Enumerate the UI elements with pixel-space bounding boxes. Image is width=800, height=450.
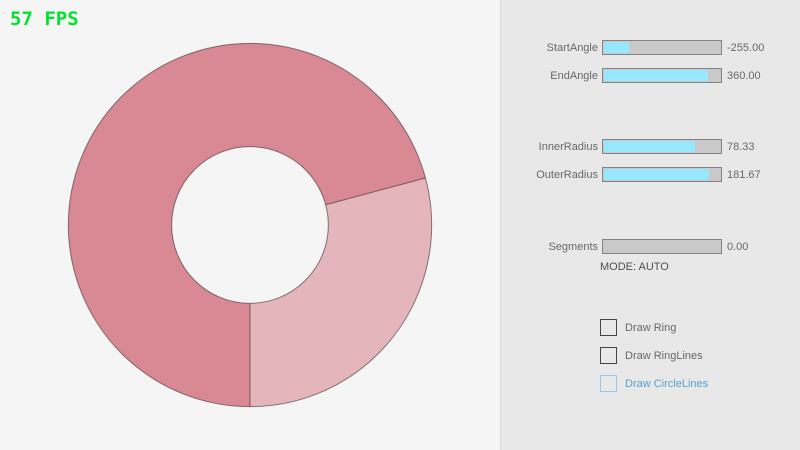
checkbox-label-draw-ringlines: Draw RingLines bbox=[625, 349, 703, 362]
checkbox-box-draw-ringlines[interactable] bbox=[600, 347, 617, 364]
slider-label-outerradius: OuterRadius bbox=[536, 168, 598, 181]
checkbox-draw-circlelines[interactable]: Draw CircleLines bbox=[600, 375, 708, 392]
slider-fill-endangle bbox=[604, 70, 709, 81]
fps-counter: 57 FPS bbox=[10, 8, 79, 30]
slider-label-innerradius: InnerRadius bbox=[538, 140, 598, 153]
slider-value-endangle: 360.00 bbox=[727, 69, 761, 82]
segments-mode-text: MODE: AUTO bbox=[600, 261, 669, 273]
checkbox-box-draw-circlelines[interactable] bbox=[600, 375, 617, 392]
slider-outerradius[interactable] bbox=[602, 167, 722, 182]
slider-label-endangle: EndAngle bbox=[550, 69, 598, 82]
slider-fill-startangle bbox=[604, 42, 630, 53]
slider-value-outerradius: 181.67 bbox=[727, 168, 761, 181]
ring-canvas bbox=[67, 42, 433, 408]
ring-outer-outline bbox=[67, 42, 433, 408]
slider-row-segments: Segments 0.00 bbox=[520, 239, 800, 254]
ring-single-region bbox=[250, 177, 432, 407]
ring-end-angle-line bbox=[325, 177, 426, 206]
slider-row-innerradius: InnerRadius 78.33 bbox=[520, 139, 800, 154]
slider-value-startangle: -255.00 bbox=[727, 41, 765, 54]
slider-segments[interactable] bbox=[602, 239, 722, 254]
slider-fill-outerradius bbox=[604, 169, 710, 180]
checkbox-label-draw-ring: Draw Ring bbox=[625, 321, 677, 334]
slider-value-innerradius: 78.33 bbox=[727, 140, 755, 153]
slider-row-endangle: EndAngle 360.00 bbox=[520, 68, 800, 83]
ring-inner-outline bbox=[171, 146, 329, 304]
checkbox-label-draw-circlelines: Draw CircleLines bbox=[625, 377, 709, 390]
slider-value-segments: 0.00 bbox=[727, 240, 749, 253]
checkbox-draw-ring[interactable]: Draw Ring bbox=[600, 319, 676, 336]
checkbox-box-draw-ring[interactable] bbox=[600, 319, 617, 336]
slider-innerradius[interactable] bbox=[602, 139, 722, 154]
slider-label-startangle: StartAngle bbox=[546, 41, 598, 54]
ring-hole bbox=[171, 146, 329, 304]
slider-endangle[interactable] bbox=[602, 68, 722, 83]
checkbox-draw-ringlines[interactable]: Draw RingLines bbox=[600, 347, 703, 364]
slider-fill-innerradius bbox=[604, 141, 695, 152]
slider-label-segments: Segments bbox=[548, 240, 598, 253]
slider-row-outerradius: OuterRadius 181.67 bbox=[520, 167, 800, 182]
slider-row-startangle: StartAngle -255.00 bbox=[520, 40, 800, 55]
slider-startangle[interactable] bbox=[602, 40, 722, 55]
